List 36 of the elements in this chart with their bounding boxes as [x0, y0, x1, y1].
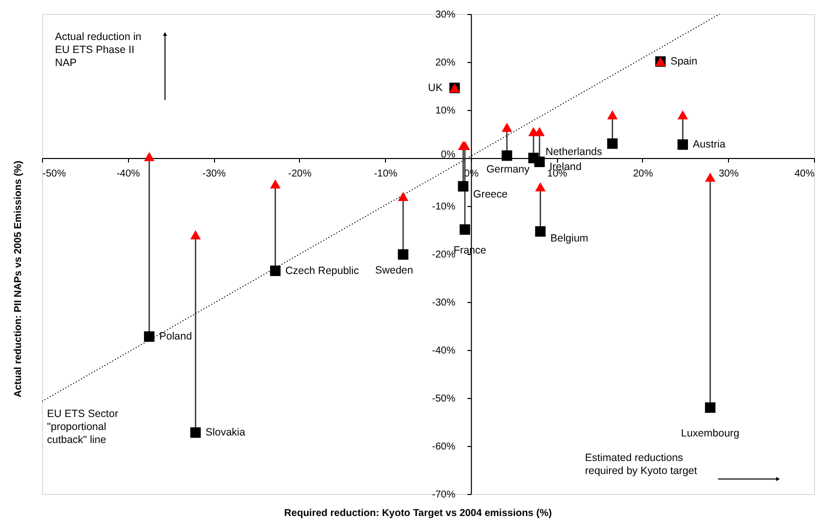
- annotation: UK: [428, 82, 443, 94]
- x-axis-title: Required reduction: Kyoto Target vs 2004 emissions (%): [284, 508, 552, 519]
- y-tick-label: -30%: [432, 298, 456, 308]
- annotation: EU ETS Sector "proportional cutback" line: [47, 408, 119, 446]
- y-tick-label: -50%: [432, 394, 456, 404]
- annotation: Greece: [473, 188, 508, 200]
- y-tick-label: -40%: [432, 346, 456, 356]
- x-tick-label: 40%: [794, 168, 815, 180]
- annotation: Sweden: [375, 264, 414, 276]
- annotation: Spain: [670, 56, 698, 68]
- y-axis-title: Actual reduction: PII NAPs vs 2005 Emissions (%): [13, 160, 24, 398]
- x-tick-label: -40%: [116, 168, 140, 180]
- y-tick-label: -60%: [432, 442, 456, 452]
- annotation: Estimated reductions required by Kyoto target: [585, 452, 698, 477]
- x-tick-label: -10%: [374, 168, 398, 180]
- annotation: Czech Republic: [285, 264, 359, 277]
- x-tick-label: -50%: [42, 168, 66, 180]
- y-tick-label: -20%: [432, 250, 456, 260]
- x-tick-label: 20%: [632, 168, 654, 180]
- annotation: Actual reduction in EU ETS Phase II NAP: [55, 31, 142, 69]
- x-tick-label: -20%: [288, 168, 312, 180]
- y-tick-label: -10%: [432, 202, 456, 212]
- annotation: Netherlands: [546, 146, 602, 158]
- annotation: Slovakia: [206, 426, 246, 439]
- y-tick-label: 30%: [435, 10, 456, 20]
- annotation: Poland: [159, 330, 192, 343]
- annotation: Belgium: [550, 232, 589, 244]
- annotation: Austria: [692, 138, 726, 151]
- annotation: Luxembourg: [681, 428, 740, 440]
- y-tick-label: -70%: [432, 490, 456, 500]
- x-tick-label: -30%: [202, 168, 226, 180]
- x-tick-label: 30%: [718, 168, 739, 180]
- y-tick-label: 0%: [440, 150, 456, 160]
- annotation: Germany: [486, 164, 530, 176]
- y-tick-label: 20%: [435, 58, 456, 68]
- y-tick-label: 10%: [435, 106, 456, 116]
